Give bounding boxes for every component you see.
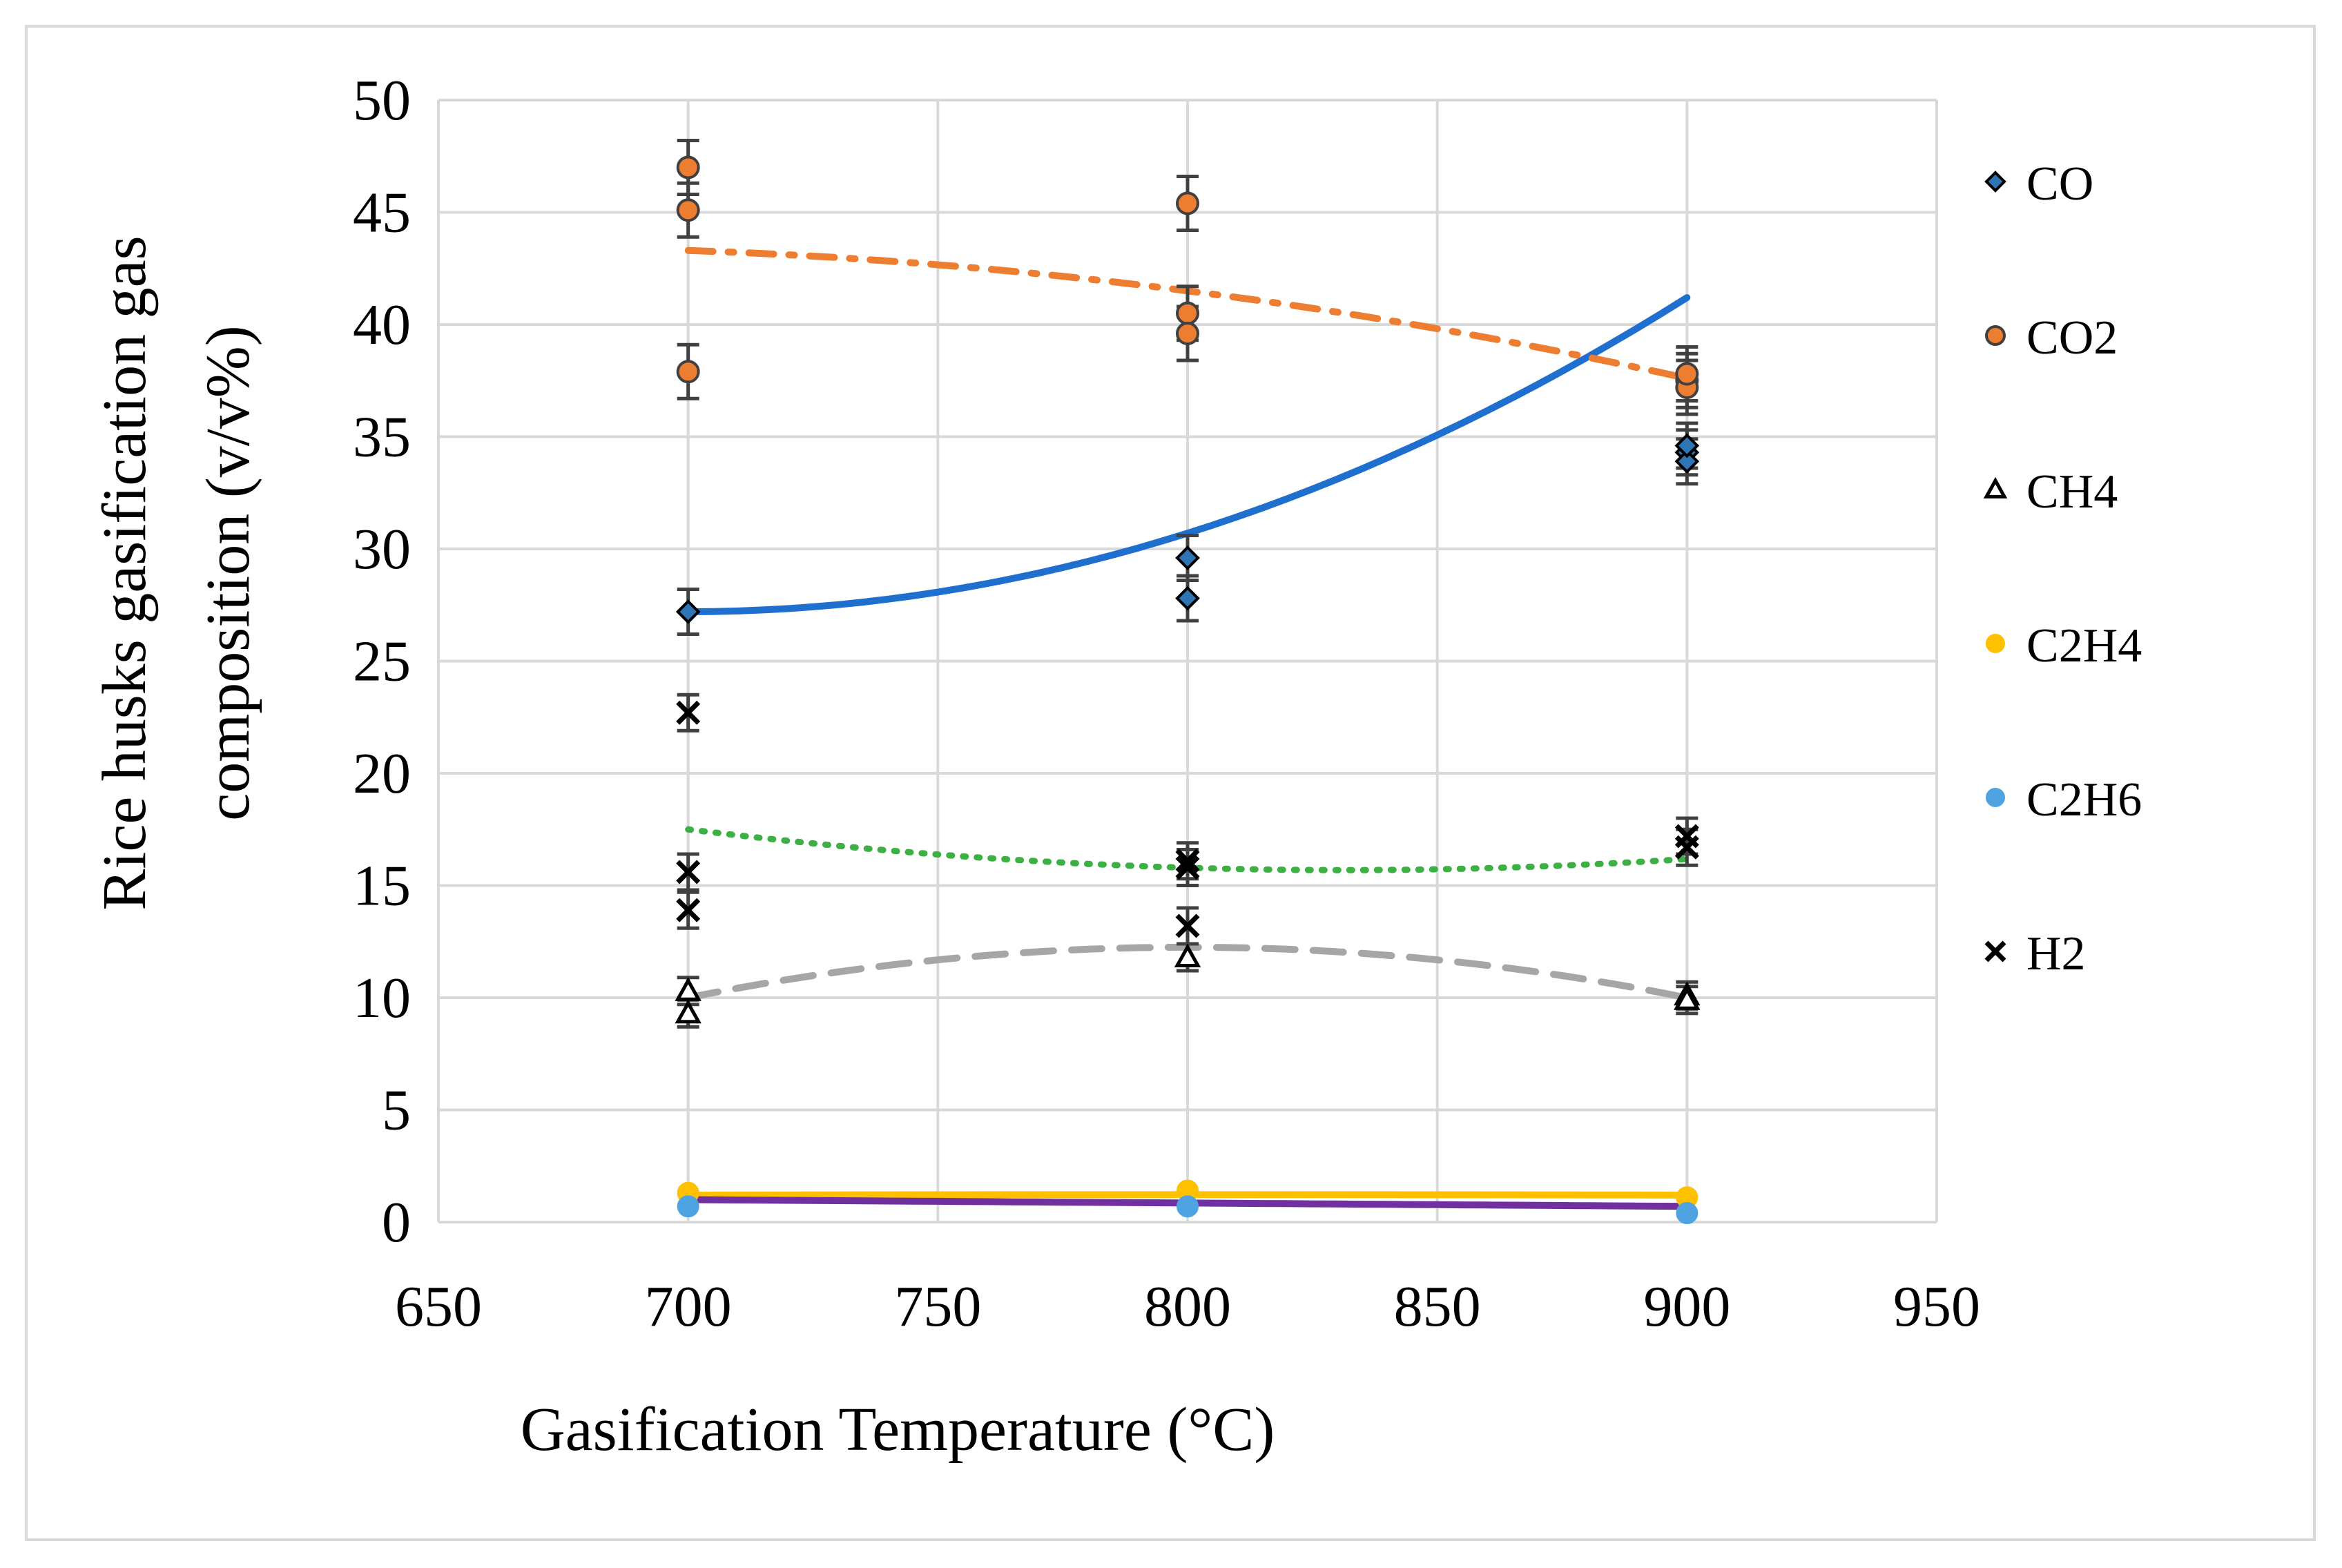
- x-axis-title: Gasification Temperature (°C): [521, 1395, 1275, 1464]
- legend-label-co: CO: [2026, 157, 2093, 211]
- point-co2: [676, 198, 700, 222]
- legend-label-co2: CO2: [2026, 311, 2118, 365]
- y-tick-label: 30: [353, 517, 411, 581]
- legend-label-h2: H2: [2026, 927, 2086, 980]
- x-tick-label: 650: [395, 1275, 482, 1339]
- point-co: [1674, 433, 1700, 458]
- gridlines: [437, 99, 1938, 1223]
- point-ch4: [1674, 986, 1701, 1010]
- legend-label-c2h4: C2H4: [2026, 619, 2142, 672]
- legend-marker-c2h4: [1986, 634, 2005, 653]
- point-co2: [676, 155, 700, 180]
- legend-item-c2h4: C2H4: [1986, 619, 2142, 672]
- tick-labels: 0 5 10 15 20 25 30 35 40 45 50 650 700 750 800 850 900 95…: [353, 68, 1980, 1339]
- y-axis-title-line1: Rice husks gasification gas: [90, 235, 159, 910]
- point-co2: [1675, 362, 1699, 386]
- point-c2h6: [677, 1195, 699, 1218]
- point-co: [1175, 545, 1200, 570]
- point-h2: [1175, 849, 1200, 873]
- legend-label-ch4: CH4: [2026, 465, 2118, 519]
- trendline-co: [684, 294, 1691, 615]
- y-axis-title-line2: composition (v/v%): [194, 325, 262, 820]
- legend-label-c2h6: C2H6: [2026, 773, 2142, 826]
- x-tick-label: 900: [1643, 1275, 1730, 1339]
- y-tick-label: 50: [353, 68, 411, 133]
- point-co2: [1176, 191, 1199, 215]
- data-points: [675, 155, 1701, 1224]
- x-tick-label: 850: [1394, 1275, 1481, 1339]
- x-tick-label: 800: [1144, 1275, 1231, 1339]
- legend-item-ch4: CH4: [1983, 465, 2118, 519]
- legend-item-h2: H2: [1984, 927, 2086, 980]
- point-h2: [676, 898, 701, 922]
- point-ch4: [675, 977, 701, 1001]
- y-tick-label: 0: [382, 1190, 411, 1255]
- chart-frame: [25, 25, 2316, 1541]
- point-h2: [1674, 835, 1699, 860]
- x-tick-label: 750: [894, 1275, 981, 1339]
- x-tick-label: 950: [1893, 1275, 1980, 1339]
- y-tick-label: 40: [353, 293, 411, 357]
- legend-marker-co2: [1985, 325, 2006, 346]
- legend-marker-h2: [1984, 940, 2006, 962]
- legend: CO CO2 CH4 C2H4 C2H6 H2: [1983, 157, 2142, 980]
- y-tick-label: 15: [353, 854, 411, 918]
- y-tick-label: 10: [353, 966, 411, 1030]
- point-co: [1175, 585, 1200, 611]
- legend-item-co2: CO2: [1985, 311, 2118, 365]
- y-tick-label: 5: [382, 1078, 411, 1143]
- point-co2: [676, 360, 700, 384]
- x-tick-label: 700: [645, 1275, 732, 1339]
- y-tick-label: 25: [353, 630, 411, 694]
- legend-marker-co: [1984, 171, 2006, 193]
- y-tick-label: 35: [353, 405, 411, 470]
- point-c2h6: [1676, 1202, 1699, 1224]
- point-h2: [1175, 855, 1200, 880]
- point-h2: [676, 860, 701, 884]
- y-tick-label: 45: [353, 181, 411, 245]
- point-ch4: [1174, 943, 1201, 967]
- point-c2h6: [1177, 1195, 1199, 1218]
- point-co: [675, 599, 701, 624]
- legend-item-co: CO: [1984, 157, 2093, 211]
- legend-marker-c2h6: [1986, 788, 2005, 807]
- point-co: [1674, 449, 1700, 474]
- y-tick-label: 20: [353, 742, 411, 806]
- point-ch4: [675, 999, 701, 1024]
- legend-marker-ch4: [1983, 476, 2008, 499]
- point-co2: [1176, 322, 1199, 345]
- point-co2: [1176, 301, 1199, 325]
- legend-item-c2h6: C2H6: [1986, 773, 2142, 826]
- point-h2: [676, 700, 701, 725]
- point-h2: [1175, 913, 1200, 938]
